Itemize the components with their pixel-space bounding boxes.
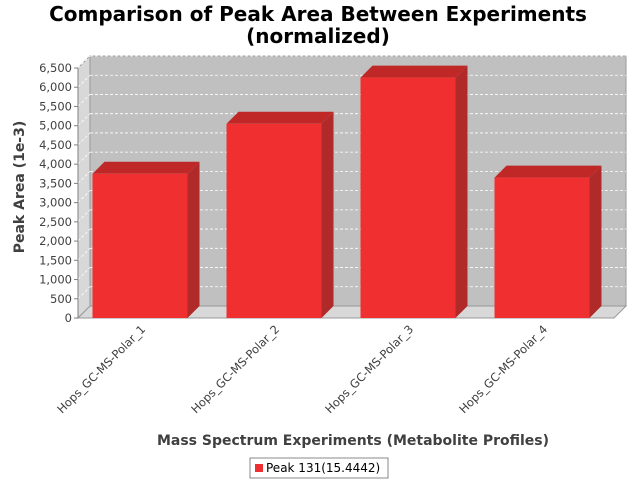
gridline-wall <box>77 190 91 203</box>
gridline-wall <box>77 228 91 242</box>
y-tick-label: 5,000 <box>39 119 72 133</box>
gridline-wall <box>77 151 91 165</box>
bar-side <box>187 161 200 318</box>
bar <box>360 65 468 318</box>
y-tick-label: 5,500 <box>39 99 72 113</box>
y-tick-label: 2,000 <box>39 234 72 248</box>
bar <box>226 111 334 319</box>
y-tick-label: 4,500 <box>39 138 72 152</box>
legend-swatch <box>255 464 263 472</box>
x-tick-label: Hops_GC-MS-Polar_1 <box>54 322 148 416</box>
y-tick-label: 3,000 <box>39 196 72 210</box>
y-tick-label: 1,500 <box>39 253 72 267</box>
y-tick-label: 0 <box>65 311 72 325</box>
gridline-wall <box>77 171 91 184</box>
bar-front <box>226 123 322 319</box>
legend-frame <box>249 457 389 479</box>
y-tick-label: 2,500 <box>39 215 72 229</box>
y-tick-label: 6,500 <box>39 61 72 75</box>
x-tick-label: Hops_GC-MS-Polar_2 <box>188 322 282 416</box>
y-axis-title: Peak Area (1e-3) <box>12 121 28 254</box>
bar-side <box>455 65 468 318</box>
gridline-wall <box>77 209 91 223</box>
bar <box>494 165 602 318</box>
gridline-wall <box>77 113 91 126</box>
gridline-wall <box>77 267 91 280</box>
bar-top <box>360 65 468 78</box>
bars <box>92 65 602 319</box>
x-axis-ticks: Hops_GC-MS-Polar_1 Hops_GC-MS-Polar_2 Hops… <box>54 322 550 416</box>
y-tick-label: 1,000 <box>39 273 72 287</box>
gridline-wall <box>77 55 91 69</box>
gridline-wall <box>77 94 91 107</box>
chart-title: Comparison of Peak Area Between Experime… <box>49 2 587 26</box>
bar-top <box>92 161 200 174</box>
legend-label: Peak 131(15.4442) <box>266 461 380 475</box>
gridline-wall <box>77 248 91 261</box>
bar <box>92 161 200 318</box>
chart-subtitle: (normalized) <box>246 24 390 48</box>
y-tick-label: 500 <box>50 292 72 306</box>
x-axis-title: Mass Spectrum Experiments (Metabolite Pr… <box>157 433 549 449</box>
y-tick-label: 3,500 <box>39 176 72 190</box>
gridline-wall <box>77 132 91 146</box>
gridline-wall <box>77 74 91 88</box>
legend: Peak 131(15.4442) <box>249 457 389 479</box>
y-axis-ticks: 0 500 1,000 1,500 2,000 2,500 3,000 3,500 4,000 4… <box>39 61 79 325</box>
y-tick-label: 4,000 <box>39 157 72 171</box>
y-tick-label: 6,000 <box>39 80 72 94</box>
gridline-wall <box>77 286 91 300</box>
bar-side <box>321 111 334 319</box>
bar-front <box>494 177 590 318</box>
x-tick-label: Hops_GC-MS-Polar_4 <box>456 322 550 416</box>
bar-side <box>589 165 602 318</box>
bar-top <box>494 165 602 178</box>
bar-top <box>226 111 334 124</box>
plot-left-wall <box>77 54 91 320</box>
bar-front <box>360 77 456 318</box>
bar-front <box>92 173 188 318</box>
x-tick-label: Hops_GC-MS-Polar_3 <box>322 322 416 416</box>
